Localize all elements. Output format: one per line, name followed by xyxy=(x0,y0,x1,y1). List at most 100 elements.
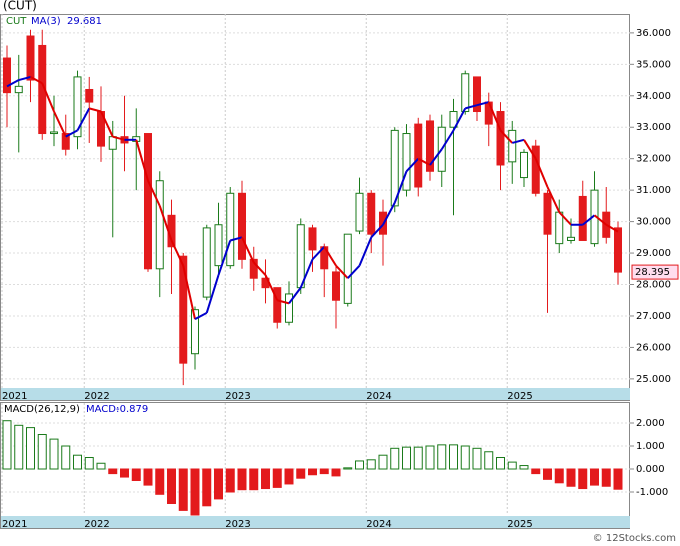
year-strip xyxy=(1,516,630,528)
ma-line xyxy=(323,246,337,267)
ma-line xyxy=(41,82,55,112)
macd-bar xyxy=(578,468,588,490)
ma-line xyxy=(6,79,20,88)
y-tick-label: 30.000 xyxy=(636,217,671,228)
macd-frame xyxy=(0,402,630,529)
y-tick-label: 34.000 xyxy=(636,91,671,102)
x-tick-label: 2024 xyxy=(366,391,391,402)
macd-bar xyxy=(496,457,505,470)
candle-body xyxy=(238,192,246,260)
macd-value: -0.879 xyxy=(116,404,148,415)
macd-bar xyxy=(425,445,435,470)
legend-ma-value: 29.681 xyxy=(67,16,102,27)
candle-body xyxy=(543,192,552,235)
legend-symbol: CUT xyxy=(6,16,27,27)
macd-bar xyxy=(214,468,223,500)
macd-bar xyxy=(37,434,47,470)
macd-bar xyxy=(437,444,447,470)
ma-line xyxy=(229,236,243,242)
ma-line xyxy=(358,236,373,267)
ma-line xyxy=(487,101,502,131)
macd-bar xyxy=(308,468,317,476)
candle-body xyxy=(449,111,458,128)
macd-bar xyxy=(472,447,482,470)
ma-line xyxy=(241,236,255,263)
ma-line xyxy=(276,299,290,305)
chart-title: (CUT) xyxy=(3,0,37,13)
ma-line xyxy=(558,211,572,226)
ma-line xyxy=(76,107,91,131)
y-tick-label: 25.000 xyxy=(636,374,671,385)
candle-body xyxy=(508,129,517,163)
x-tick-label: 2025 xyxy=(507,391,532,402)
macd-value-title: MACD: xyxy=(86,404,119,415)
ma-line xyxy=(440,129,455,150)
ma-line xyxy=(593,214,607,226)
y-tick-label: -1.000 xyxy=(636,487,668,498)
candle-body xyxy=(144,133,152,270)
y-tick-label: 2.000 xyxy=(636,418,665,429)
macd-bar xyxy=(84,457,94,470)
macd-bar xyxy=(413,446,423,470)
ma-line xyxy=(335,264,349,279)
candle-body xyxy=(461,73,470,113)
ma-line xyxy=(158,205,173,241)
macd-bar xyxy=(14,424,24,470)
macd-bar xyxy=(261,468,270,490)
ma-line xyxy=(217,240,232,276)
ma-line xyxy=(264,274,279,301)
last-price-box xyxy=(631,264,679,280)
ma-line xyxy=(452,107,467,131)
candle-body xyxy=(332,271,340,301)
candle-body xyxy=(249,258,258,279)
candle-body xyxy=(414,123,423,188)
candle-body xyxy=(273,287,282,323)
candle-body xyxy=(155,180,164,270)
ma-line xyxy=(311,246,325,261)
macd-bar xyxy=(460,445,470,470)
macd-bar xyxy=(225,468,235,493)
y-tick-label: 28.000 xyxy=(636,280,671,291)
y-tick-label: 35.000 xyxy=(636,59,671,70)
y-tick-label: 26.000 xyxy=(636,342,671,353)
ma-line xyxy=(88,107,102,113)
ma-line xyxy=(464,104,478,110)
candle-body xyxy=(520,151,528,179)
macd-bar xyxy=(402,446,411,470)
macd-bar xyxy=(26,427,35,470)
x-tick-label: 2023 xyxy=(225,519,250,530)
candle-body xyxy=(73,76,82,138)
ma-line xyxy=(546,186,561,213)
price-frame xyxy=(0,14,630,401)
candle-body xyxy=(473,76,481,113)
macd-bar xyxy=(284,468,294,485)
macd-bar xyxy=(331,468,341,477)
candle-body xyxy=(578,195,587,241)
ma-line xyxy=(417,157,431,166)
macd-bar xyxy=(249,468,259,491)
candle-body xyxy=(367,192,376,235)
macd-bar xyxy=(390,447,400,470)
macd-bar xyxy=(566,468,576,487)
candle-body xyxy=(614,227,622,273)
macd-bar xyxy=(49,438,59,470)
ma-line xyxy=(499,129,513,144)
candle-body xyxy=(285,293,293,323)
candle-body xyxy=(85,88,94,103)
ma-line xyxy=(112,135,125,141)
ma-line xyxy=(170,240,185,267)
x-tick-label: 2025 xyxy=(507,519,532,530)
ma-line xyxy=(347,264,361,279)
macd-bar xyxy=(155,468,165,495)
ma-line xyxy=(288,287,302,304)
macd-bar xyxy=(590,468,599,486)
candle-body xyxy=(3,57,11,94)
macd-bar xyxy=(531,468,541,475)
ma-line xyxy=(65,129,78,138)
ma-line xyxy=(100,111,114,138)
macd-bar xyxy=(120,468,129,478)
ma-line xyxy=(253,261,267,276)
x-tick-label: 2022 xyxy=(84,391,109,402)
candle-body xyxy=(296,224,305,289)
